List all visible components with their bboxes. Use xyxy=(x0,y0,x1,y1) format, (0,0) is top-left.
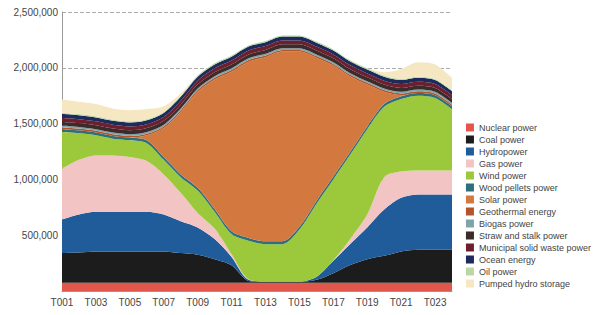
svg-text:T017: T017 xyxy=(322,297,345,308)
svg-text:2,500,000: 2,500,000 xyxy=(14,7,59,18)
svg-text:T009: T009 xyxy=(186,297,209,308)
svg-text:T021: T021 xyxy=(390,297,413,308)
svg-text:Straw and stalk power: Straw and stalk power xyxy=(479,231,568,241)
svg-text:500,000: 500,000 xyxy=(22,230,59,241)
svg-text:Oil power: Oil power xyxy=(479,267,517,277)
svg-text:Solar power: Solar power xyxy=(479,195,527,205)
svg-text:Pumped hydro storage: Pumped hydro storage xyxy=(479,279,570,289)
svg-text:Geothermal energy: Geothermal energy xyxy=(479,207,557,217)
svg-text:T015: T015 xyxy=(288,297,311,308)
svg-text:T003: T003 xyxy=(85,297,108,308)
svg-text:Municipal solid waste power: Municipal solid waste power xyxy=(479,243,591,253)
svg-text:2,000,000: 2,000,000 xyxy=(14,62,59,73)
svg-text:1,000,000: 1,000,000 xyxy=(14,174,59,185)
svg-text:T007: T007 xyxy=(152,297,175,308)
svg-text:T023: T023 xyxy=(424,297,447,308)
svg-text:Biogas power: Biogas power xyxy=(479,219,534,229)
svg-text:Wind power: Wind power xyxy=(479,171,527,181)
svg-text:T001: T001 xyxy=(51,297,74,308)
svg-text:T013: T013 xyxy=(254,297,277,308)
svg-text:Ocean energy: Ocean energy xyxy=(479,255,536,265)
svg-text:Coal power: Coal power xyxy=(479,135,525,145)
svg-text:Wood pellets power: Wood pellets power xyxy=(479,183,558,193)
svg-text:Hydropower: Hydropower xyxy=(479,147,528,157)
svg-text:Nuclear power: Nuclear power xyxy=(479,123,537,133)
svg-text:T019: T019 xyxy=(356,297,379,308)
svg-text:T005: T005 xyxy=(118,297,141,308)
svg-text:Gas power: Gas power xyxy=(479,159,523,169)
svg-text:1,500,000: 1,500,000 xyxy=(14,118,59,129)
svg-text:T011: T011 xyxy=(221,297,243,308)
